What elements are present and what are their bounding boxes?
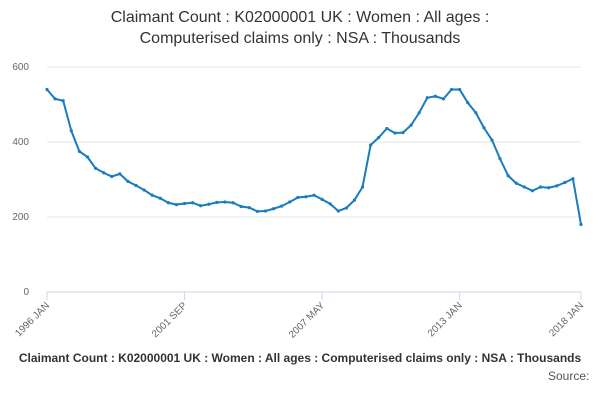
data-point [385, 126, 389, 131]
data-point [150, 193, 154, 197]
data-point [449, 87, 454, 92]
data-point [263, 209, 268, 213]
data-point [377, 135, 381, 140]
data-point [142, 188, 146, 192]
chart-title: Computerised claims only : NSA : Thousan… [140, 30, 461, 47]
data-point [102, 171, 106, 175]
data-point [433, 94, 437, 98]
data-point [417, 111, 421, 115]
data-point [369, 143, 373, 147]
data-point [182, 201, 187, 206]
data-point [166, 201, 170, 205]
data-point [215, 200, 219, 204]
data-point [393, 131, 397, 135]
data-point [530, 189, 535, 193]
data-point [571, 177, 575, 181]
data-point [304, 195, 308, 199]
x-tick-label: 2001 SEP [150, 300, 190, 340]
data-line [46, 88, 582, 225]
data-point [425, 96, 429, 100]
data-point [312, 193, 316, 197]
data-point [506, 174, 510, 178]
data-point [134, 183, 138, 188]
data-point [352, 198, 357, 202]
data-point [118, 172, 122, 176]
data-point [401, 131, 405, 135]
data-point [409, 123, 413, 127]
data-point [231, 201, 235, 205]
data-point [174, 203, 179, 207]
data-point [522, 185, 526, 189]
data-point [498, 157, 502, 161]
data-point [490, 138, 494, 142]
x-tick-label: 1996 JAN [13, 300, 52, 339]
data-point [466, 101, 470, 105]
data-point [360, 185, 365, 189]
x-tick-label: 2018 JAN [547, 300, 586, 339]
data-point [482, 126, 486, 130]
data-point [579, 222, 583, 227]
y-tick-label: 200 [12, 212, 29, 223]
data-point [61, 99, 65, 103]
data-point [328, 202, 332, 206]
data-point [271, 207, 276, 211]
data-point [110, 174, 114, 179]
data-point [320, 197, 324, 201]
data-point [53, 97, 57, 101]
data-point [239, 204, 243, 209]
data-point [538, 185, 543, 189]
data-point [458, 87, 462, 92]
data-point [199, 204, 203, 208]
data-point [69, 129, 73, 133]
data-point [555, 184, 559, 188]
data-point [93, 166, 98, 170]
data-point [344, 206, 348, 210]
data-point [336, 209, 340, 213]
source: Source: [548, 369, 589, 383]
data-point [158, 196, 162, 200]
data-point [514, 181, 518, 185]
data-point [126, 179, 130, 183]
x-tick-label: 2007 MAY [287, 300, 328, 341]
data-point [563, 180, 567, 185]
y-tick-label: 600 [12, 62, 29, 73]
data-point [255, 209, 259, 213]
data-point [191, 201, 195, 205]
data-point [247, 206, 251, 210]
footer-title: Claimant Count : K02000001 UK : Women : … [19, 351, 582, 365]
y-tick-label: 0 [23, 287, 29, 298]
chart-title: Claimant Count : K02000001 UK : Women : … [111, 9, 490, 26]
data-point [85, 155, 90, 159]
data-point [547, 186, 551, 190]
data-point [296, 195, 300, 200]
data-point [288, 200, 292, 204]
x-tick-label: 2013 JAN [426, 300, 465, 339]
data-point [77, 149, 81, 153]
data-point [207, 202, 211, 206]
data-point [441, 97, 446, 101]
data-point [223, 200, 227, 204]
data-point [280, 204, 284, 208]
y-tick-label: 400 [12, 137, 29, 148]
data-point [45, 87, 49, 92]
data-point [474, 111, 478, 115]
